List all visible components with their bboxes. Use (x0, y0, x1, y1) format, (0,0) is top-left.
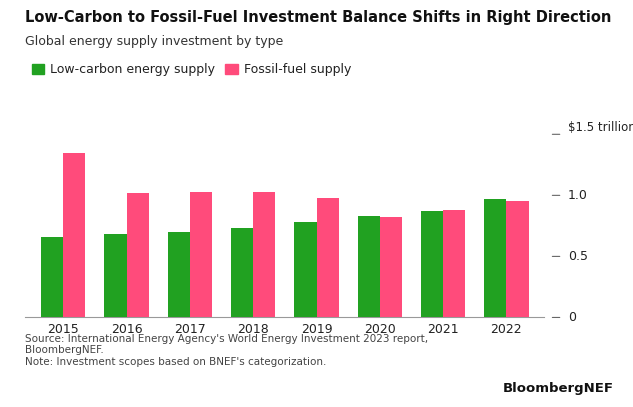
Bar (484, 199, 506, 317)
Bar (380, 217, 402, 317)
Bar (253, 192, 275, 317)
Text: Source: International Energy Agency's World Energy Investment 2023 report,
Bloom: Source: International Energy Agency's Wo… (25, 334, 429, 367)
Legend: Low-carbon energy supply, Fossil-fuel supply: Low-carbon energy supply, Fossil-fuel su… (32, 63, 351, 76)
Bar (104, 234, 127, 317)
Bar (358, 216, 380, 317)
Bar (443, 210, 465, 317)
Text: Global energy supply investment by type: Global energy supply investment by type (25, 35, 284, 48)
Bar (316, 198, 339, 317)
Bar (231, 228, 253, 317)
Text: 0: 0 (568, 311, 576, 324)
Bar (506, 201, 529, 317)
Text: 0.5: 0.5 (568, 250, 587, 263)
Text: 1.0: 1.0 (568, 189, 587, 202)
Text: $1.5 trillion: $1.5 trillion (568, 121, 633, 134)
Bar (190, 192, 212, 317)
Bar (127, 193, 149, 317)
Bar (421, 211, 443, 317)
Bar (168, 232, 190, 317)
Bar (41, 237, 63, 317)
Bar (63, 153, 85, 317)
Text: Low-Carbon to Fossil-Fuel Investment Balance Shifts in Right Direction: Low-Carbon to Fossil-Fuel Investment Bal… (25, 10, 611, 25)
Text: BloombergNEF: BloombergNEF (503, 382, 614, 395)
Bar (294, 222, 316, 317)
